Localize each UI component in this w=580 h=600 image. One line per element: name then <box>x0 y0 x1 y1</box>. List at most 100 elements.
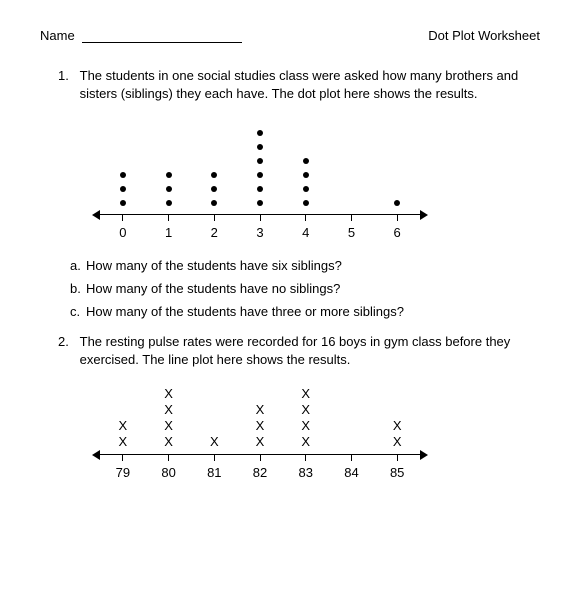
subquestion-label: a. <box>70 258 86 273</box>
tick-label: 5 <box>329 225 375 240</box>
tick: 82 <box>237 455 283 480</box>
question-1-text: The students in one social studies class… <box>80 67 522 102</box>
question-2-text: The resting pulse rates were recorded fo… <box>80 333 522 368</box>
x-marker: X <box>301 402 310 418</box>
x-marker: X <box>164 434 173 450</box>
tick-label: 1 <box>146 225 192 240</box>
tick-mark <box>305 215 306 221</box>
x-marker: X <box>164 418 173 434</box>
axis-arrow-right-icon <box>420 210 428 220</box>
x-stack: X <box>191 386 237 450</box>
question-1-number: 1. <box>58 67 76 85</box>
question-2-number: 2. <box>58 333 76 351</box>
tick-mark <box>397 215 398 221</box>
x-marker: X <box>119 418 128 434</box>
subquestion-label: c. <box>70 304 86 319</box>
tick-label: 83 <box>283 465 329 480</box>
dot-marker <box>257 144 263 150</box>
dot-marker <box>303 172 309 178</box>
tick: 84 <box>329 455 375 480</box>
x-marker: X <box>164 386 173 402</box>
dot-stack <box>237 120 283 210</box>
axis-arrow-right-icon <box>420 450 428 460</box>
dot-marker <box>257 158 263 164</box>
tick: 83 <box>283 455 329 480</box>
dot-marker <box>211 172 217 178</box>
dot-marker <box>120 186 126 192</box>
x-marker: X <box>393 418 402 434</box>
x-marker: X <box>393 434 402 450</box>
dot-stack <box>191 120 237 210</box>
tick: 4 <box>283 215 329 240</box>
tick-mark <box>168 215 169 221</box>
dot-stack <box>100 120 146 210</box>
tick-label: 4 <box>283 225 329 240</box>
x-marker: X <box>301 386 310 402</box>
name-field-group: Name <box>40 28 242 43</box>
tick: 2 <box>191 215 237 240</box>
x-marker: X <box>301 418 310 434</box>
tick-label: 6 <box>374 225 420 240</box>
dot-plot-1-stacks <box>100 120 420 210</box>
name-label: Name <box>40 28 75 43</box>
tick-label: 85 <box>374 465 420 480</box>
dot-marker <box>303 200 309 206</box>
subquestion: b.How many of the students have no sibli… <box>70 281 522 296</box>
tick-mark <box>260 455 261 461</box>
tick: 85 <box>374 455 420 480</box>
tick: 6 <box>374 215 420 240</box>
tick-mark <box>168 455 169 461</box>
dot-marker <box>257 130 263 136</box>
dot-marker <box>211 186 217 192</box>
x-stack: XXXX <box>283 386 329 450</box>
subquestion: c.How many of the students have three or… <box>70 304 522 319</box>
dot-stack <box>146 120 192 210</box>
x-marker: X <box>119 434 128 450</box>
header-row: Name Dot Plot Worksheet <box>40 28 540 43</box>
x-stack <box>329 386 375 450</box>
tick-label: 80 <box>146 465 192 480</box>
tick-mark <box>122 215 123 221</box>
tick-label: 79 <box>100 465 146 480</box>
tick-label: 2 <box>191 225 237 240</box>
tick-mark <box>122 455 123 461</box>
tick-mark <box>214 455 215 461</box>
x-marker: X <box>210 434 219 450</box>
dot-plot-1: 0123456 <box>40 120 540 240</box>
subquestion-label: b. <box>70 281 86 296</box>
dot-marker <box>166 200 172 206</box>
name-blank-line[interactable] <box>82 42 242 43</box>
tick-mark <box>397 455 398 461</box>
tick: 3 <box>237 215 283 240</box>
axis-arrow-left-icon <box>92 210 100 220</box>
dot-stack <box>283 120 329 210</box>
x-marker: X <box>256 418 265 434</box>
tick-label: 0 <box>100 225 146 240</box>
tick: 5 <box>329 215 375 240</box>
question-2: 2. The resting pulse rates were recorded… <box>58 333 522 368</box>
x-stack: XXXX <box>146 386 192 450</box>
x-marker: X <box>256 402 265 418</box>
tick-label: 3 <box>237 225 283 240</box>
dot-marker <box>303 158 309 164</box>
dot-marker <box>120 200 126 206</box>
dot-marker <box>120 172 126 178</box>
dot-marker <box>303 186 309 192</box>
question-1: 1. The students in one social studies cl… <box>58 67 522 102</box>
dot-stack <box>374 120 420 210</box>
line-plot-2-stacks: XXXXXXXXXXXXXXXX <box>100 386 420 450</box>
x-stack: XX <box>100 386 146 450</box>
tick: 0 <box>100 215 146 240</box>
line-plot-2-ticks: 79808182838485 <box>100 455 420 480</box>
axis-arrow-left-icon <box>92 450 100 460</box>
tick: 81 <box>191 455 237 480</box>
dot-marker <box>166 186 172 192</box>
subquestion-text: How many of the students have six siblin… <box>86 258 342 273</box>
subquestion: a.How many of the students have six sibl… <box>70 258 522 273</box>
line-plot-2: XXXXXXXXXXXXXXXX 79808182838485 <box>40 386 540 480</box>
x-marker: X <box>164 402 173 418</box>
dot-marker <box>166 172 172 178</box>
dot-marker <box>394 200 400 206</box>
subquestion-text: How many of the students have three or m… <box>86 304 404 319</box>
tick-label: 82 <box>237 465 283 480</box>
